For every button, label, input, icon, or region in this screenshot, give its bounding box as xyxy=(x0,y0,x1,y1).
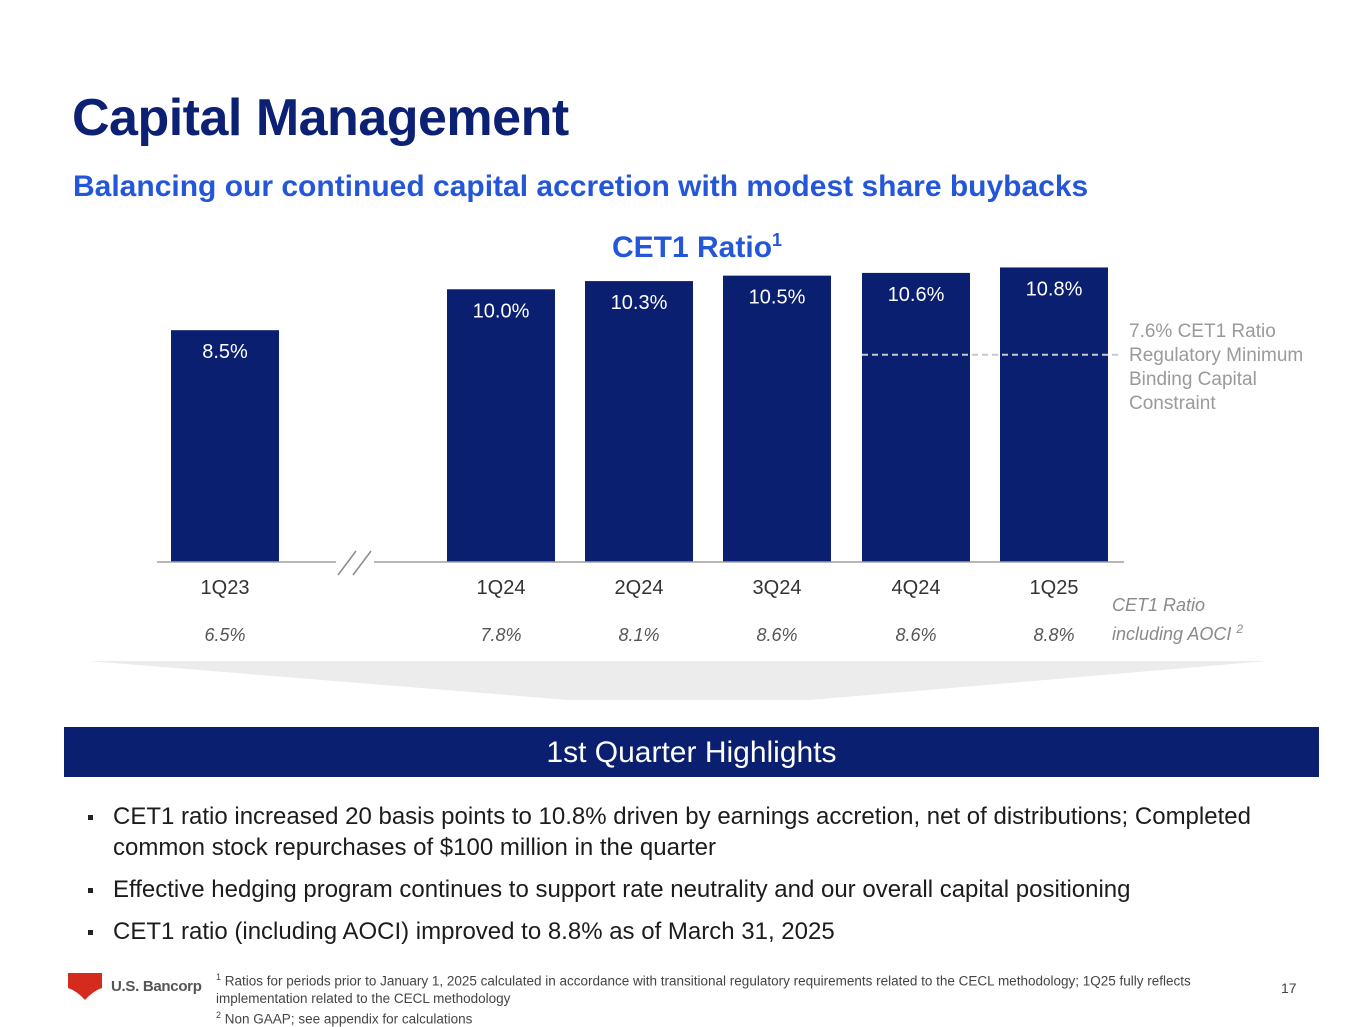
aoci-value-label: 8.8% xyxy=(1033,625,1074,645)
x-tick-label: 3Q24 xyxy=(753,577,802,599)
x-tick-label: 2Q24 xyxy=(615,577,664,599)
aoci-value-label: 8.6% xyxy=(756,625,797,645)
x-tick-label: 1Q25 xyxy=(1030,577,1079,599)
bar-value-label: 10.6% xyxy=(888,284,945,306)
bar-value-label: 10.8% xyxy=(1026,278,1083,300)
regulatory-minimum-note-line: 7.6% CET1 Ratio xyxy=(1129,320,1359,344)
aoci-value-label: 8.6% xyxy=(895,625,936,645)
bar-1Q24 xyxy=(447,289,555,562)
x-tick-label: 4Q24 xyxy=(892,577,941,599)
page-number: 17 xyxy=(1281,980,1297,996)
aoci-series-label: CET1 Ratio including AOCI 2 xyxy=(1112,593,1312,646)
footnotes: 1 Ratios for periods prior to January 1,… xyxy=(216,969,1246,1027)
footnote-marker: 2 xyxy=(216,1010,221,1020)
divider-arrow xyxy=(88,661,1268,700)
regulatory-minimum-note-line: Constraint xyxy=(1129,392,1359,416)
bar-value-label: 8.5% xyxy=(202,341,248,363)
footnote-marker: 1 xyxy=(216,972,221,982)
company-logo: U.S. Bancorp xyxy=(67,971,202,1001)
x-tick-label: 1Q24 xyxy=(477,577,526,599)
footnote-text: Ratios for periods prior to January 1, 2… xyxy=(216,974,1191,1006)
bar-value-label: 10.3% xyxy=(611,292,668,314)
bar-group: 8.5% 10.0% 10.3% 10.5% 10.6% 10.8% xyxy=(171,267,1108,562)
aoci-footnote-marker: 2 xyxy=(1236,622,1243,636)
aoci-value-label: 6.5% xyxy=(204,625,245,645)
aoci-series-label-line: including AOCI 2 xyxy=(1112,617,1312,646)
bar-value-label: 10.0% xyxy=(473,300,530,322)
highlight-bullet: Effective hedging program continues to s… xyxy=(86,874,1326,905)
highlight-bullet: CET1 ratio increased 20 basis points to … xyxy=(86,801,1326,863)
regulatory-minimum-note-line: Binding Capital xyxy=(1129,368,1359,392)
aoci-value-label: 7.8% xyxy=(480,625,521,645)
aoci-labels: 6.5% 7.8% 8.1% 8.6% 8.6% 8.8% xyxy=(204,625,1074,645)
bar-4Q24 xyxy=(862,273,970,562)
highlights-list: CET1 ratio increased 20 basis points to … xyxy=(86,801,1326,958)
bar-2Q24 xyxy=(585,281,693,562)
bar-3Q24 xyxy=(723,276,831,562)
regulatory-minimum-note-line: Regulatory Minimum xyxy=(1129,344,1359,368)
logo-text: U.S. Bancorp xyxy=(111,978,202,995)
footnote-1: 1 Ratios for periods prior to January 1,… xyxy=(216,969,1246,1007)
aoci-value-label: 8.1% xyxy=(618,625,659,645)
bar-1Q23 xyxy=(171,330,279,562)
aoci-series-label-line: CET1 Ratio xyxy=(1112,593,1312,617)
highlights-banner: 1st Quarter Highlights xyxy=(64,727,1319,777)
aoci-series-label-text: including AOCI xyxy=(1112,624,1231,644)
bar-value-label: 10.5% xyxy=(749,287,806,309)
x-tick-labels: 1Q23 1Q24 2Q24 3Q24 4Q24 1Q25 xyxy=(201,577,1079,599)
x-tick-label: 1Q23 xyxy=(201,577,250,599)
regulatory-minimum-note: 7.6% CET1 Ratio Regulatory Minimum Bindi… xyxy=(1129,320,1359,416)
bar-1Q25 xyxy=(1000,267,1108,562)
shield-icon xyxy=(67,971,103,1001)
axis-break-marker xyxy=(336,551,374,575)
highlight-bullet: CET1 ratio (including AOCI) improved to … xyxy=(86,916,1326,947)
